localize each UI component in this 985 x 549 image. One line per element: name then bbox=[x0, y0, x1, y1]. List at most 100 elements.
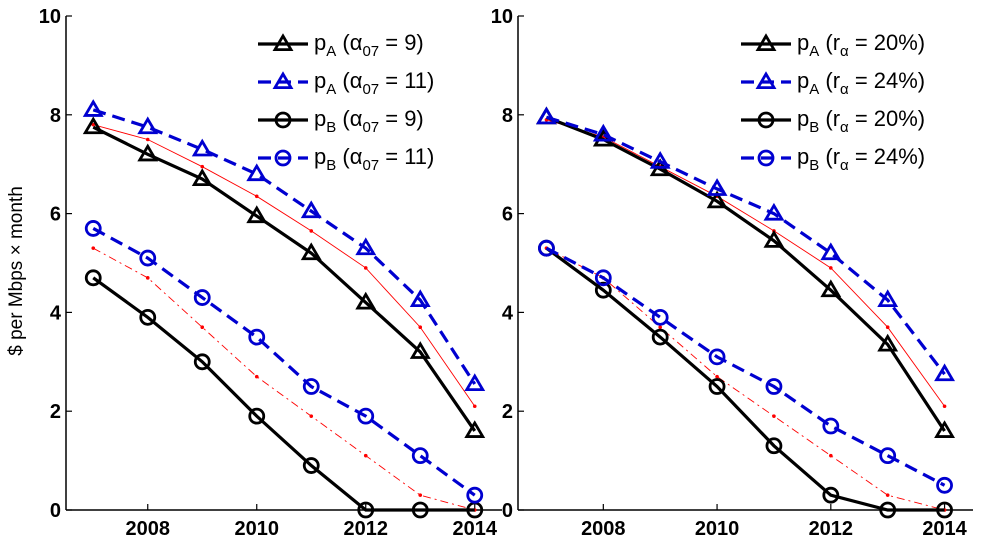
left-data-point bbox=[191, 168, 213, 187]
legend-sub: A bbox=[326, 81, 336, 98]
legend-paren-open: (α bbox=[336, 106, 362, 131]
left-data-point bbox=[300, 200, 322, 219]
left-data-point bbox=[411, 501, 429, 519]
left-series-line bbox=[92, 108, 477, 385]
left-series-line bbox=[92, 125, 477, 432]
legend-paren-open: (α bbox=[336, 144, 362, 169]
right-series-line bbox=[545, 246, 946, 487]
right-data-point bbox=[934, 363, 956, 382]
legend-rest: = 24%) bbox=[849, 144, 925, 169]
left-legend-entry: pA (α07 = 11) bbox=[314, 68, 434, 98]
legend-main: p bbox=[797, 106, 809, 131]
legend-param-sub: α bbox=[840, 157, 849, 174]
left-reference-point bbox=[91, 122, 96, 127]
left-reference-point bbox=[363, 266, 368, 270]
left-data-point bbox=[137, 116, 159, 135]
right-y-tick-label: 8 bbox=[502, 105, 513, 127]
right-x-tick-label: 2012 bbox=[809, 518, 854, 540]
right-data-point bbox=[594, 269, 612, 287]
right-data-point bbox=[763, 230, 785, 248]
right-y-tick-label: 0 bbox=[502, 500, 513, 522]
left-data-point bbox=[355, 237, 377, 256]
right-data-point bbox=[651, 328, 669, 346]
right-legend-entry: pA (rα = 20%) bbox=[797, 30, 925, 60]
right-y-tick-label: 4 bbox=[502, 302, 514, 324]
legend-main: p bbox=[797, 144, 809, 169]
left-reference-point bbox=[418, 325, 423, 330]
right-data-point bbox=[765, 378, 783, 395]
legend-rest: = 11) bbox=[379, 68, 434, 93]
left-x-tick-label: 2014 bbox=[453, 518, 498, 540]
right-reference-point bbox=[885, 493, 890, 497]
left-legend: pA (α07 = 9)pA (α07 = 11)pB (α07 = 9)pB … bbox=[258, 30, 434, 174]
left-data-point bbox=[411, 447, 429, 465]
right-reference-line bbox=[546, 247, 945, 511]
left-legend-marker bbox=[274, 149, 292, 167]
right-y-tick-label: 2 bbox=[502, 401, 513, 423]
left-data-point bbox=[409, 289, 431, 308]
right-data-point bbox=[879, 447, 897, 465]
left-data-point bbox=[139, 308, 157, 326]
left-reference-point bbox=[200, 325, 205, 330]
left-reference-point bbox=[254, 194, 259, 199]
right-reference-line bbox=[546, 119, 945, 407]
left-data-point bbox=[357, 407, 375, 425]
right-data-point bbox=[936, 501, 953, 519]
left-data-point bbox=[193, 289, 211, 306]
right-data-point bbox=[535, 106, 557, 125]
left-reference-line bbox=[93, 124, 476, 407]
legend-paren-open: (r bbox=[819, 68, 840, 93]
left-data-point bbox=[82, 116, 104, 135]
left-reference-point bbox=[363, 453, 368, 458]
legend-sub: A bbox=[809, 81, 819, 98]
left-data-point bbox=[139, 249, 157, 267]
left-y-tick-label: 0 bbox=[50, 500, 61, 522]
left-reference-line bbox=[93, 247, 475, 511]
left-x-tick-label: 2010 bbox=[235, 518, 280, 540]
left-reference-point bbox=[145, 137, 150, 142]
right-reference-point bbox=[772, 414, 776, 418]
right-data-point bbox=[706, 178, 728, 196]
left-y-tick-label: 2 bbox=[50, 401, 61, 423]
right-data-point bbox=[879, 501, 897, 519]
legend-main: p bbox=[314, 68, 326, 93]
right-y-tick-label: 10 bbox=[491, 6, 513, 28]
legend-sub: A bbox=[809, 43, 819, 60]
right-data-point bbox=[820, 279, 842, 298]
right-data-point bbox=[651, 308, 669, 326]
legend-main: p bbox=[797, 30, 809, 55]
right-data-point bbox=[649, 150, 671, 169]
left-data-point bbox=[464, 373, 486, 392]
right-x-tick-label: 2008 bbox=[581, 518, 626, 540]
left-data-point bbox=[409, 341, 431, 359]
legend-sub: B bbox=[326, 157, 336, 174]
legend-paren-open: (α bbox=[336, 68, 362, 93]
right-data-point bbox=[592, 123, 614, 142]
right-legend-marker bbox=[755, 33, 777, 51]
right-series-line bbox=[545, 115, 946, 376]
left-reference-point bbox=[145, 276, 150, 280]
left-reference-point bbox=[309, 414, 314, 418]
legend-main: p bbox=[314, 106, 326, 131]
left-series-line bbox=[92, 276, 475, 512]
right-legend-entry: pA (rα = 24%) bbox=[797, 68, 925, 98]
left-legend-marker bbox=[274, 111, 292, 129]
left-data-point bbox=[246, 163, 268, 182]
left-y-tick-label: 10 bbox=[39, 6, 61, 28]
legend-rest: = 9) bbox=[379, 30, 424, 55]
right-data-point bbox=[538, 239, 555, 257]
legend-param-sub: α bbox=[840, 119, 849, 136]
right-legend-marker bbox=[757, 149, 775, 167]
left-reference-point bbox=[418, 493, 423, 497]
right-data-point bbox=[936, 476, 953, 494]
legend-param-sub: 07 bbox=[362, 43, 379, 60]
left-reference-point bbox=[91, 246, 96, 250]
legend-param-sub: 07 bbox=[362, 81, 379, 98]
legend-param-sub: 07 bbox=[362, 157, 379, 174]
legend-paren-open: (α bbox=[336, 30, 362, 55]
legend-paren-open: (r bbox=[819, 30, 840, 55]
right-legend-marker bbox=[755, 71, 777, 89]
left-y-tick-label: 6 bbox=[50, 204, 61, 226]
